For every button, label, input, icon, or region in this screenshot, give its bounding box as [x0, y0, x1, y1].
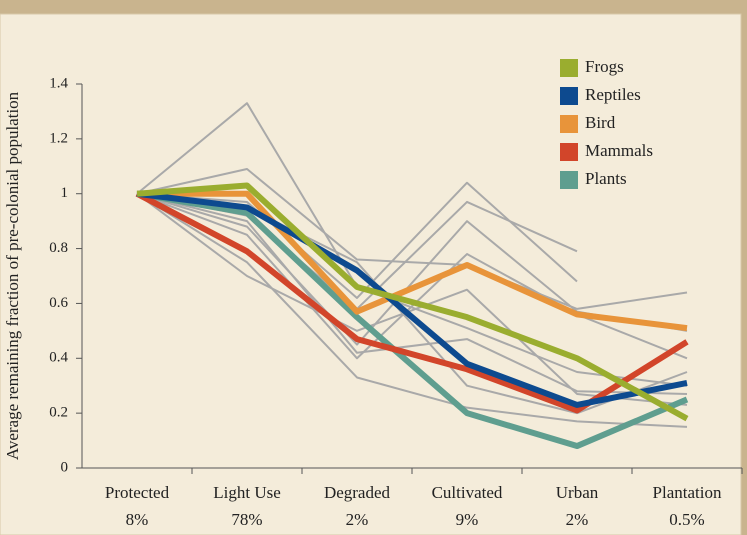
y-tick-label: 0.6	[49, 295, 68, 311]
share-label: 0.5%	[669, 510, 704, 529]
share-label: 78%	[231, 510, 262, 529]
line	[136, 190, 689, 450]
legend-swatch	[560, 87, 578, 105]
line	[136, 192, 688, 428]
x-tick-label: Degraded	[324, 483, 391, 502]
legend-swatch	[560, 59, 578, 77]
share-label: 9%	[456, 510, 479, 529]
legend-label: Bird	[585, 113, 616, 132]
line	[136, 192, 688, 395]
legend-label: Reptiles	[585, 85, 641, 104]
panel	[0, 13, 742, 535]
legend-swatch	[560, 115, 578, 133]
legend-label: Plants	[585, 169, 627, 188]
line	[136, 182, 689, 422]
line	[137, 190, 688, 332]
line	[136, 168, 688, 310]
y-tick-label: 0.8	[49, 240, 68, 256]
x-tick-label: Light Use	[213, 483, 281, 502]
line	[136, 181, 578, 299]
y-tick-label: 1	[61, 185, 69, 201]
x-tick-label: Protected	[105, 483, 170, 502]
legend-swatch	[560, 171, 578, 189]
share-label: 2%	[566, 510, 589, 529]
y-axis-label: Average remaining fraction of pre-coloni…	[3, 91, 22, 460]
legend-swatch	[560, 143, 578, 161]
line	[136, 190, 688, 408]
share-label: 2%	[346, 510, 369, 529]
x-tick-label: Plantation	[653, 483, 722, 502]
y-tick-label: 1.4	[49, 75, 68, 91]
y-tick-label: 1.2	[49, 130, 68, 146]
share-label: 8%	[126, 510, 149, 529]
legend-label: Frogs	[585, 57, 624, 76]
y-tick-label: 0	[61, 459, 69, 475]
y-tick-label: 0.4	[49, 350, 68, 366]
legend-label: Mammals	[585, 141, 653, 160]
x-tick-label: Cultivated	[432, 483, 503, 502]
y-tick-label: 0.2	[49, 405, 68, 421]
line	[136, 192, 688, 360]
x-tick-label: Urban	[556, 483, 599, 502]
